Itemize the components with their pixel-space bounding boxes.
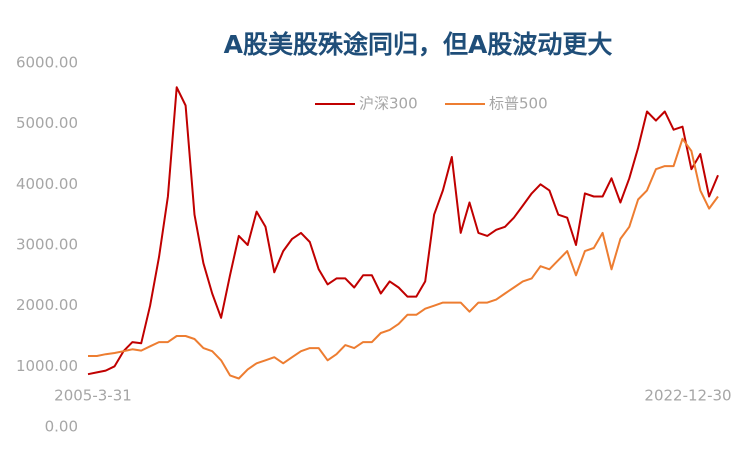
series-line [88, 137, 719, 380]
x-tick-label: 2022-12-30 [644, 387, 731, 405]
y-tick-label: 4000.00 [16, 175, 78, 193]
y-tick-label: 3000.00 [16, 236, 78, 254]
y-tick-label: 6000.00 [16, 54, 78, 72]
y-tick-label: 2000.00 [16, 296, 78, 314]
x-tick-label: 2005-3-31 [54, 387, 132, 405]
y-tick-label: 5000.00 [16, 114, 78, 132]
chart-title: A股美股殊途同归，但A股波动更大 [224, 30, 613, 59]
y-tick-label: 0.00 [45, 418, 78, 436]
series-line [87, 86, 719, 376]
legend-label: 沪深300 [359, 95, 418, 113]
y-tick-label: 1000.00 [16, 357, 78, 375]
legend-label: 标普500 [489, 95, 548, 113]
